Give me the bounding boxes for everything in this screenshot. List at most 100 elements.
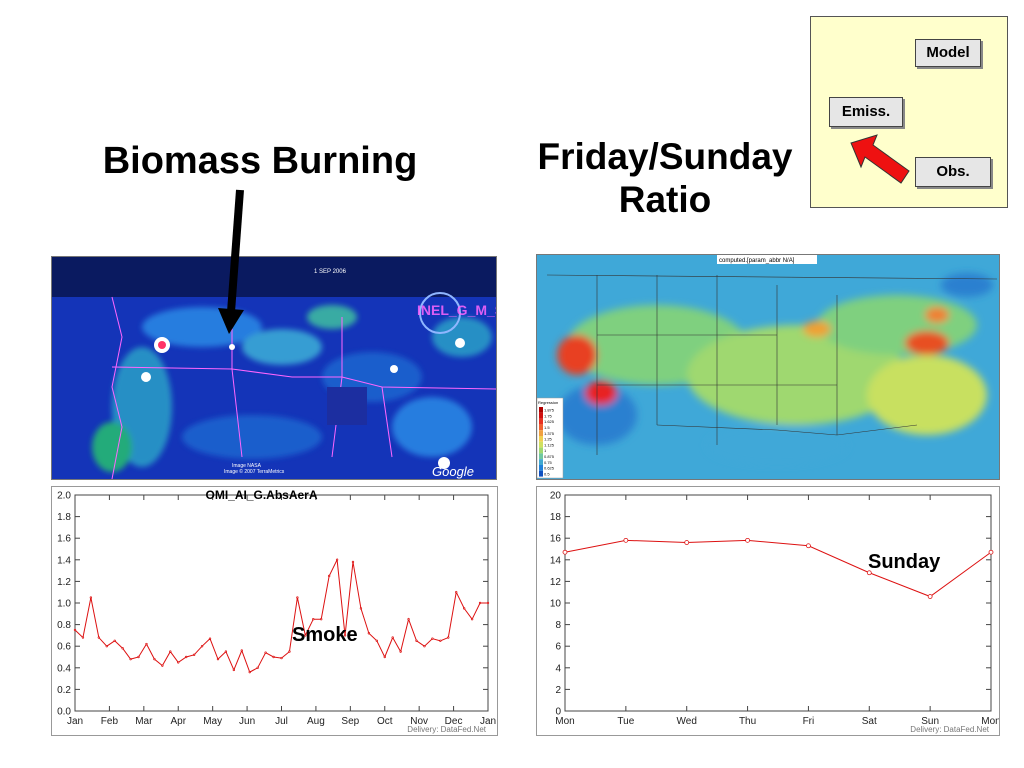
data-point <box>153 657 156 661</box>
scale-label: 0.75 <box>544 460 553 465</box>
data-point <box>184 655 188 659</box>
x-tick-label: Thu <box>739 716 756 727</box>
delivery-footer: Delivery: DataFed.Net <box>910 725 989 734</box>
map-credit-line2: Image © 2007 TerraMetrics <box>224 468 285 475</box>
x-tick-label: Apr <box>170 716 186 727</box>
data-point <box>296 596 299 599</box>
y-tick-label: 8 <box>555 620 561 631</box>
scale-label: 1.5 <box>544 425 550 430</box>
scale-label: 1.25 <box>544 437 553 442</box>
x-tick-label: Oct <box>377 716 393 727</box>
y-tick-label: 16 <box>550 534 562 545</box>
y-tick-label: 2 <box>555 685 561 696</box>
y-tick-label: 0.2 <box>57 685 71 696</box>
data-point <box>216 657 220 661</box>
scale-label: 0.625 <box>544 466 555 471</box>
data-point <box>439 639 442 643</box>
data-point <box>478 601 482 605</box>
x-tick-label: Jun <box>239 716 255 727</box>
emission-button: Emiss. <box>829 97 903 127</box>
data-point <box>343 634 347 637</box>
chart-title: OMI_AI_G.AbsAerA <box>205 488 317 502</box>
data-point <box>73 628 77 632</box>
scale-label: 1.625 <box>544 419 555 424</box>
scale-swatch <box>539 436 543 442</box>
scale-title: Regression <box>538 400 558 405</box>
data-point <box>927 594 933 599</box>
scale-swatch <box>539 470 543 477</box>
data-point <box>240 649 243 652</box>
data-point <box>121 647 124 650</box>
data-point <box>447 636 450 639</box>
data-point <box>367 632 371 635</box>
y-tick-label: 0.0 <box>57 707 71 718</box>
data-point <box>248 670 251 674</box>
y-tick-label: 10 <box>550 599 562 610</box>
omi-aerosol-chart: 0.0 0.2 0.4 0.6 0.8 1.0 1.2 1.4 1.6 1.8 2.0 Jan Feb M… <box>51 486 498 736</box>
scale-swatch <box>539 465 543 471</box>
y-tick-label: 6 <box>555 642 561 653</box>
data-point <box>431 637 434 640</box>
x-tick-label: Sat <box>862 716 877 727</box>
scale-swatch <box>539 441 543 448</box>
data-point <box>177 661 180 664</box>
scale-label: 1.75 <box>544 413 553 418</box>
data-point <box>161 664 164 667</box>
friday-sunday-ratio-map: computed.[param_abbr N/A] Regression 1.8… <box>536 254 1000 480</box>
x-tick-label: Jan <box>67 716 83 727</box>
data-point <box>391 636 394 639</box>
data-point <box>455 590 458 594</box>
scale-swatch <box>539 453 543 460</box>
scale-label: 1.125 <box>544 442 555 447</box>
x-tick-label: Jan <box>480 716 496 727</box>
x-tick-label: Sep <box>341 716 359 727</box>
observation-button: Obs. <box>915 157 991 187</box>
x-tick-label: Mon <box>981 716 999 727</box>
series-line <box>74 558 488 673</box>
data-point <box>327 574 331 578</box>
data-point <box>137 655 140 659</box>
data-point <box>486 601 490 605</box>
data-point <box>280 656 283 660</box>
x-tick-label: Jul <box>275 716 288 727</box>
data-point <box>129 657 132 661</box>
data-point <box>745 537 750 543</box>
y-tick-label: 0.8 <box>57 620 71 631</box>
scale-label: 1 <box>544 448 547 453</box>
y-tick-label: 0 <box>555 707 561 718</box>
data-point <box>208 637 212 640</box>
map-credit-line1: Image NASA <box>232 463 262 469</box>
x-tick-label: Sun <box>921 716 939 727</box>
map-header: computed.[param_abbr N/A] <box>719 258 795 264</box>
map-date-label: 1 SEP 2006 <box>314 269 347 275</box>
scale-swatch <box>539 430 543 436</box>
data-point <box>383 655 386 659</box>
y-tick-label: 0.4 <box>57 663 71 674</box>
y-tick-label: 20 <box>550 491 562 502</box>
scale-label: 0.875 <box>544 454 555 459</box>
data-point <box>375 639 379 643</box>
data-point <box>89 596 93 599</box>
ratio-title-line2: Ratio <box>618 178 712 220</box>
y-tick-label: 1.6 <box>57 534 71 545</box>
data-point <box>256 666 259 670</box>
plot-area <box>74 494 489 712</box>
data-point <box>224 650 228 653</box>
data-point <box>351 560 355 564</box>
data-point <box>988 549 994 555</box>
data-point <box>407 617 410 621</box>
x-tick-label: Aug <box>307 716 325 727</box>
y-tick-label: 1.0 <box>57 599 71 610</box>
data-point <box>288 650 291 653</box>
x-tick-label: Dec <box>445 716 463 727</box>
data-point <box>806 543 811 549</box>
plot-area <box>564 494 992 712</box>
data-point <box>320 617 323 621</box>
data-point <box>470 617 474 621</box>
scale-label: 0.5 <box>544 471 550 476</box>
data-point <box>335 558 339 562</box>
data-point <box>264 651 267 654</box>
data-point <box>145 642 148 646</box>
data-point <box>684 540 690 545</box>
data-point <box>304 634 307 637</box>
